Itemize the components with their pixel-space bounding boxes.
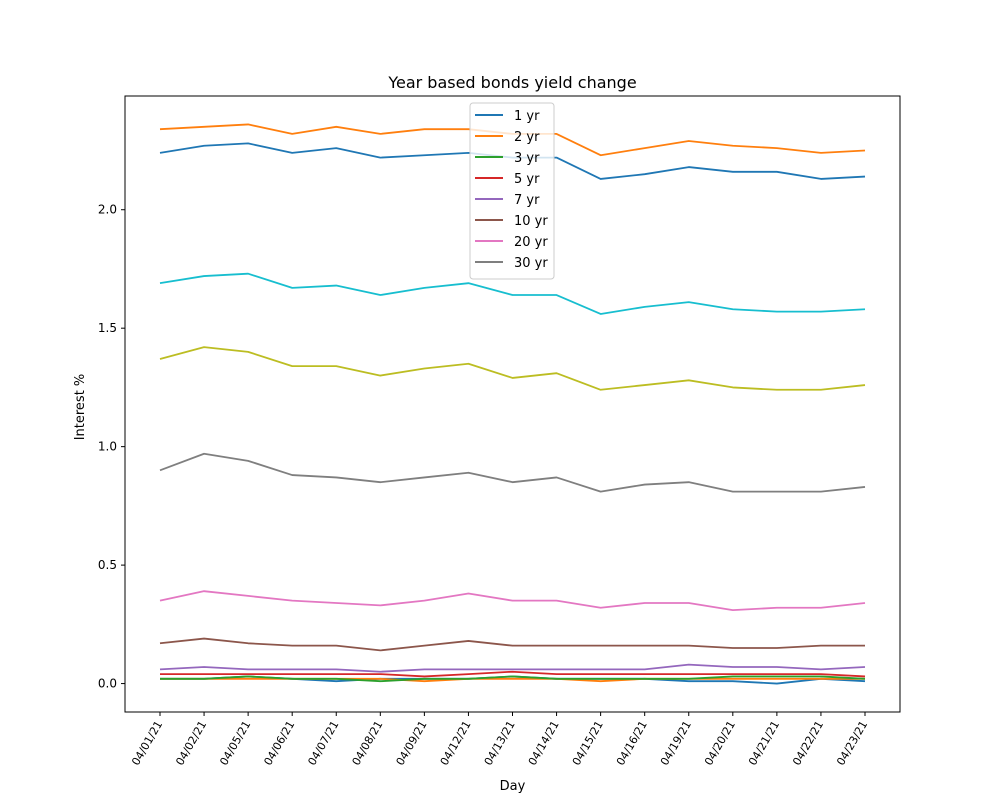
- x-tick-label: 04/05/21: [217, 719, 253, 768]
- x-tick-label: 04/15/21: [570, 719, 606, 768]
- x-tick-label: 04/12/21: [438, 719, 474, 768]
- x-tick-label: 04/08/21: [350, 719, 386, 768]
- legend-label: 2 yr: [514, 130, 540, 145]
- legend-label: 3 yr: [514, 151, 540, 166]
- legend-label: 5 yr: [514, 172, 540, 187]
- y-tick-label: 2.0: [98, 203, 117, 217]
- series-line-6: [159, 637, 865, 652]
- y-tick-label: 0.0: [98, 677, 117, 691]
- x-tick-label: 04/14/21: [526, 719, 562, 768]
- x-tick-label: 04/06/21: [261, 719, 297, 768]
- x-axis-title: Day: [500, 779, 526, 794]
- legend-label: 20 yr: [514, 235, 548, 250]
- x-tick-label: 04/01/21: [129, 719, 165, 768]
- legend-label: 7 yr: [514, 193, 540, 208]
- x-tick-label: 04/22/21: [790, 719, 826, 768]
- series-line-4: [160, 670, 866, 678]
- y-tick-label: 1.0: [98, 440, 117, 454]
- x-axis: 04/01/21 04/02/21 04/05/21 04/06/21 04/07/21…: [129, 712, 870, 768]
- y-axis-title: Interest %: [73, 374, 88, 441]
- legend-label: 30 yr: [514, 256, 548, 271]
- x-tick-label: 04/19/21: [658, 719, 694, 768]
- legend: 1 yr 2 yr 3 yr 5 yr 7 yr 10 yr 20 yr 30 yr: [469, 102, 555, 280]
- series-line-8: [159, 452, 866, 493]
- x-tick-label: 04/21/21: [746, 719, 782, 768]
- chart-title: Year based bonds yield change: [387, 73, 636, 92]
- x-tick-label: 04/02/21: [173, 719, 209, 768]
- y-tick-label: 1.5: [98, 321, 117, 335]
- series-line-7: [159, 590, 866, 612]
- legend-label: 10 yr: [514, 214, 548, 229]
- x-tick-label: 04/20/21: [702, 719, 738, 768]
- series-line-3: [160, 675, 866, 683]
- x-tick-label: 04/07/21: [305, 719, 341, 768]
- x-tick-label: 04/16/21: [614, 719, 650, 768]
- series-line-10: [159, 272, 866, 315]
- y-axis: 0.0 0.5 1.0 1.5 2.0: [98, 203, 125, 691]
- y-tick-label: 0.5: [98, 558, 117, 572]
- x-tick-label: 04/13/21: [482, 719, 518, 768]
- plot-area: [159, 123, 866, 685]
- legend-label: 1 yr: [514, 109, 540, 124]
- x-tick-label: 04/23/21: [834, 719, 870, 768]
- series-line-2: [160, 677, 865, 683]
- x-tick-label: 04/09/21: [394, 719, 430, 768]
- legend-box: [469, 102, 555, 280]
- series-line-9: [159, 346, 866, 391]
- series-line-5: [159, 663, 866, 673]
